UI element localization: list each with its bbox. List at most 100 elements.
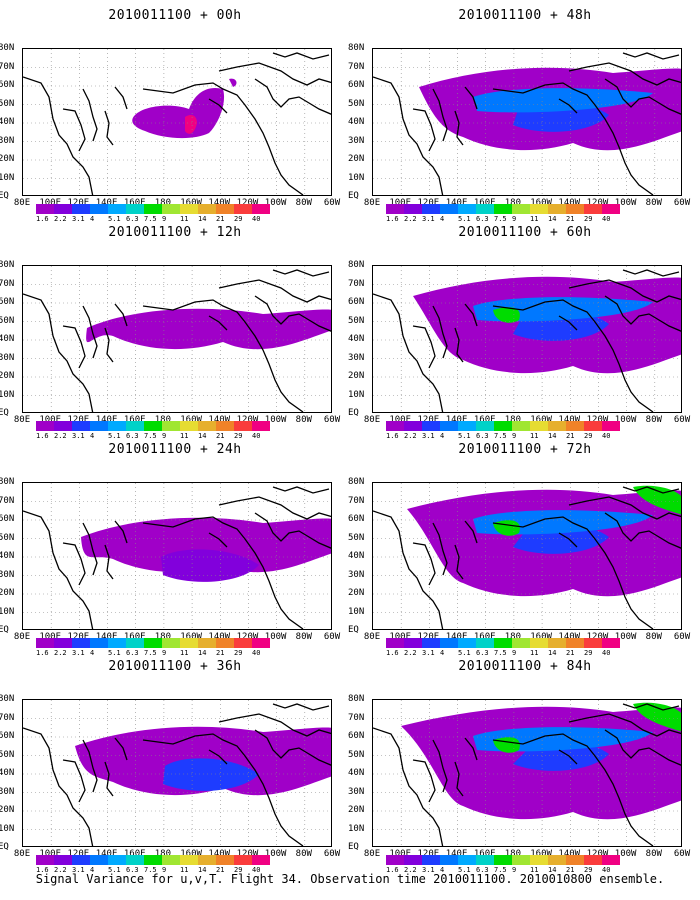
coastline [454, 761, 464, 797]
colorbar-swatch [162, 638, 180, 648]
longitude-label: 80W [645, 849, 662, 859]
longitude-label: 160E [473, 632, 496, 642]
map-plot-area [22, 699, 332, 847]
colorbar-swatch [404, 855, 422, 865]
colorbar-swatch [216, 204, 234, 214]
longitude-label: 80E [363, 198, 381, 208]
coastline [412, 542, 436, 586]
map-plot-area [372, 265, 682, 413]
colorbar-swatch [198, 638, 216, 648]
colorbar-swatch [602, 638, 620, 648]
coastline [208, 98, 228, 114]
colorbar-tick-label: 9 [512, 866, 517, 874]
colorbar-swatch [476, 638, 494, 648]
longitude-label: 100E [389, 632, 412, 642]
colorbar-swatch [458, 638, 476, 648]
variance-contour-fill [132, 87, 225, 139]
colorbar-tick-label: 9 [162, 432, 167, 440]
colorbar-swatch [234, 855, 252, 865]
coastline [62, 325, 86, 369]
coastline [604, 729, 681, 766]
longitude-label: 140W [208, 632, 231, 642]
colorbar-tick-label: 11 [530, 649, 539, 657]
longitude-label: 80E [363, 632, 381, 642]
coastline [373, 510, 444, 629]
latitude-label: EQ [348, 625, 359, 635]
colorbar-tick-label: 4 [90, 432, 95, 440]
coastline [558, 532, 578, 548]
longitude-label: 120E [67, 415, 90, 425]
panel-title: 2010011100 + 12h [108, 225, 242, 240]
colorbar-tick-label: 5.1 [108, 432, 121, 440]
colorbar-swatch [144, 855, 162, 865]
longitude-label: 80E [13, 632, 31, 642]
latitude-label: 40N [0, 334, 15, 344]
colorbar-tick-label: 1.6 [386, 215, 399, 223]
colorbar-swatch [494, 638, 512, 648]
longitude-label: 120E [417, 849, 440, 859]
longitude-label: 120E [417, 198, 440, 208]
colorbar-tick-label: 14 [548, 866, 557, 874]
longitude-label: 180 [504, 632, 522, 642]
longitude-label: 180 [154, 849, 172, 859]
colorbar-swatch [602, 204, 620, 214]
longitude-label: 160E [473, 415, 496, 425]
colorbar-labels: 1.6 2.2 3.1 4 5.1 6.3 7.5 9 11 14 21 29 40 [36, 215, 270, 223]
latitude-label: 30N [0, 352, 15, 363]
colorbar-tick-label: 4 [90, 866, 95, 874]
latitude-label: 20N [348, 154, 365, 164]
longitude-label: 100E [39, 849, 62, 859]
colorbar-swatch [404, 638, 422, 648]
colorbar-tick-label: 4 [440, 432, 445, 440]
colorbar-tick-label: 21 [566, 866, 575, 874]
coastline [254, 512, 331, 549]
colorbar-swatch [584, 421, 602, 431]
colorbar-tick-label: 7.5 [494, 432, 507, 440]
latitude-label: 20N [0, 805, 15, 815]
coastline [104, 327, 114, 363]
panel-title: 2010011100 + 36h [108, 659, 242, 674]
latitude-label: 50N [0, 532, 15, 543]
colorbar-tick-label: 5.1 [458, 432, 471, 440]
coastline [272, 269, 330, 277]
colorbar-tick-label: 3.1 [422, 649, 435, 657]
longitude-label: 180 [504, 198, 522, 208]
colorbar-swatch [512, 855, 530, 865]
longitude-label: 120W [236, 415, 259, 425]
colorbar-tick-label: 29 [234, 649, 243, 657]
coastline [272, 703, 330, 711]
colorbar-tick-label: 1.6 [36, 215, 49, 223]
longitude-label: 80E [363, 415, 381, 425]
colorbar-swatch [234, 204, 252, 214]
latitude-label: 20N [0, 371, 15, 381]
colorbar-tick-label: 21 [216, 866, 225, 874]
colorbar-tick-label: 21 [216, 432, 225, 440]
colorbar-swatch [494, 204, 512, 214]
longitude-label: 160W [180, 632, 202, 642]
colorbar-tick-label: 4 [440, 866, 445, 874]
colorbar-labels: 1.6 2.2 3.1 4 5.1 6.3 7.5 9 11 14 21 29 40 [36, 649, 270, 657]
coastline [412, 108, 436, 152]
longitude-label: 100W [614, 198, 637, 208]
coastline [568, 496, 681, 520]
colorbar-swatch [90, 421, 108, 431]
colorbar-swatch [530, 638, 548, 648]
coastline [373, 727, 444, 846]
coastline [454, 544, 464, 580]
longitude-label: 140W [558, 849, 581, 859]
latitude-label: 70N [348, 495, 365, 506]
latitude-label: 80N [0, 477, 15, 487]
colorbar [386, 855, 620, 865]
colorbar-swatch [476, 204, 494, 214]
latitude-label: 50N [348, 749, 365, 760]
coastline [568, 279, 681, 303]
longitude-label: 160W [180, 198, 202, 208]
colorbar-swatch [440, 421, 458, 431]
coastline [492, 516, 654, 629]
map-plot-area [22, 482, 332, 630]
coastline [412, 325, 436, 369]
latitude-label: EQ [0, 191, 9, 201]
latitude-label: 60N [0, 297, 15, 307]
latitude-label: 80N [348, 43, 365, 53]
longitude-label: 120E [67, 198, 90, 208]
